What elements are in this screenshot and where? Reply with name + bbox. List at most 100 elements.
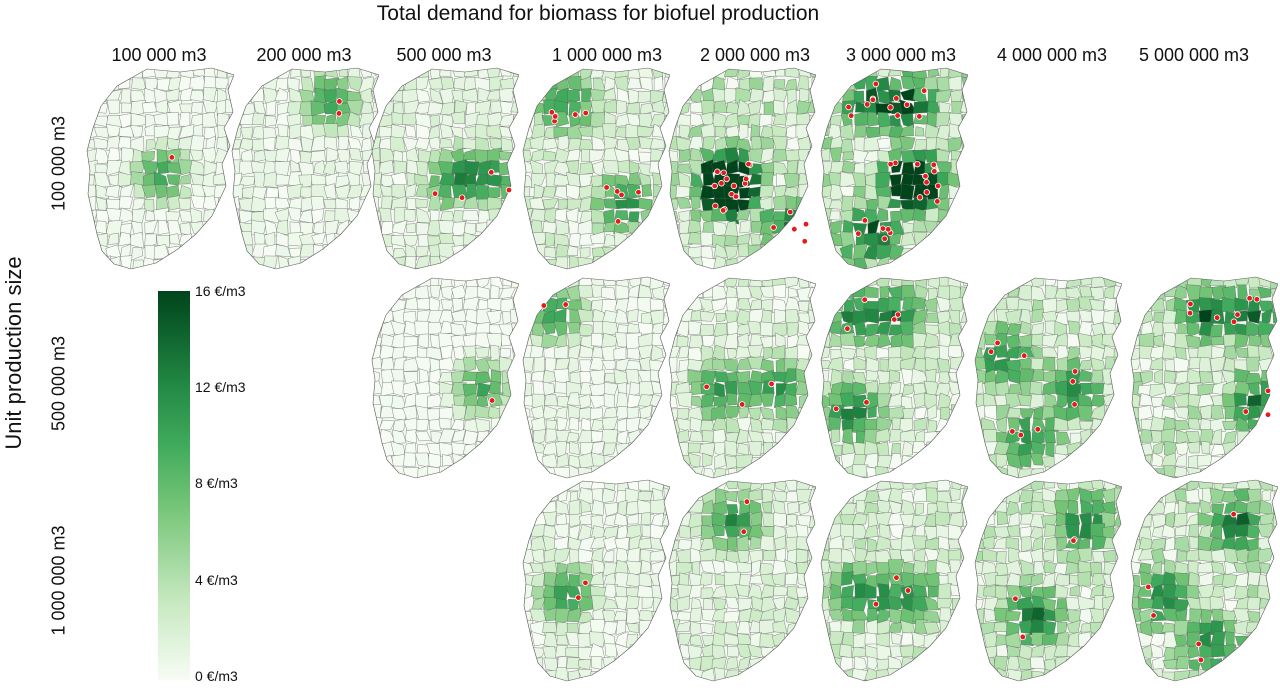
production-site-marker <box>848 112 855 119</box>
municipality-cell <box>701 681 713 683</box>
municipality-cell <box>463 256 479 269</box>
municipality-cell <box>475 452 491 469</box>
municipality-cell <box>514 356 519 371</box>
municipality-cell <box>349 161 363 176</box>
municipality-cell <box>960 429 968 446</box>
production-site-marker <box>540 302 548 309</box>
municipality-cell <box>923 622 941 635</box>
municipality-cell <box>864 286 879 298</box>
municipality-cell <box>1161 524 1176 539</box>
municipality-cell <box>274 148 291 162</box>
municipality-cell <box>625 243 643 261</box>
municipality-cell <box>669 657 681 672</box>
municipality-cell <box>392 418 406 433</box>
municipality-cell <box>558 489 568 502</box>
municipality-cell <box>948 75 962 91</box>
municipality-cell <box>589 68 604 80</box>
map-panel <box>520 66 670 271</box>
municipality-cell <box>786 88 797 105</box>
municipality-cell <box>1151 682 1164 683</box>
municipality-cell <box>393 160 407 175</box>
production-site-marker <box>730 182 738 190</box>
municipality-cell <box>513 380 519 396</box>
production-site-marker <box>1186 309 1194 317</box>
municipality-cell <box>1270 623 1278 636</box>
legend-tick-label: 16 €/m3 <box>195 283 246 299</box>
municipality-cell <box>1029 381 1043 396</box>
municipality-cell <box>380 255 393 269</box>
municipality-cell <box>577 111 594 127</box>
municipality-cell <box>439 137 453 149</box>
municipality-cell <box>676 68 692 76</box>
municipality-cell <box>201 257 219 269</box>
municipality-cell <box>714 680 729 681</box>
municipality-cell <box>975 356 987 371</box>
municipality-cell <box>1271 598 1278 612</box>
municipality-cell <box>840 408 855 421</box>
municipality-cell <box>796 256 808 269</box>
municipality-cell <box>502 453 516 469</box>
municipality-cell <box>205 231 215 245</box>
municipality-cell <box>995 585 1007 600</box>
municipality-cell <box>983 525 997 540</box>
municipality-cell <box>923 380 938 396</box>
production-site-marker <box>894 311 902 318</box>
municipality-cell <box>807 429 816 443</box>
municipality-cell <box>105 185 120 198</box>
municipality-cell <box>828 87 843 101</box>
municipality-cell <box>1211 667 1225 681</box>
municipality-cell <box>1175 656 1190 670</box>
municipality-cell <box>324 257 340 269</box>
municipality-cell <box>975 285 984 300</box>
municipality-cell <box>1091 500 1105 517</box>
production-site-marker <box>703 383 710 391</box>
municipality-cell <box>191 102 204 114</box>
municipality-cell <box>652 671 664 681</box>
municipality-cell <box>1261 308 1273 326</box>
region-border <box>820 479 968 682</box>
municipality-cell <box>1270 407 1278 421</box>
municipality-cell <box>799 441 813 456</box>
municipality-cell <box>416 246 430 258</box>
municipality-cell <box>747 356 764 370</box>
municipality-cell <box>689 417 702 434</box>
municipality-cell <box>553 100 569 116</box>
municipality-cell <box>462 356 476 372</box>
municipality-cell <box>676 679 690 681</box>
municipality-cell <box>821 346 831 360</box>
municipality-cell <box>299 259 316 269</box>
municipality-cell <box>687 286 704 299</box>
municipality-cell <box>130 99 147 116</box>
municipality-cell <box>568 599 580 612</box>
municipality-cell <box>641 681 652 683</box>
municipality-cell <box>523 480 535 489</box>
municipality-cell <box>641 256 652 269</box>
municipality-cell <box>403 452 417 468</box>
municipality-cell <box>867 405 877 419</box>
municipality-cell <box>669 136 681 151</box>
production-site-marker <box>712 202 719 210</box>
municipality-cell <box>961 419 968 432</box>
municipality-cell <box>1042 585 1056 599</box>
municipality-cell <box>888 76 902 91</box>
municipality-cell <box>875 535 892 551</box>
municipality-cell <box>133 183 145 199</box>
municipality-cell <box>1258 667 1273 681</box>
production-site-marker <box>1187 300 1194 308</box>
municipality-cell <box>1151 397 1165 408</box>
municipality-cell <box>1042 429 1056 444</box>
production-site-marker <box>562 301 569 308</box>
municipality-cell <box>899 259 913 269</box>
municipality-cell <box>405 124 417 138</box>
municipality-cell <box>1161 622 1175 633</box>
municipality-cell <box>1056 298 1068 314</box>
municipality-cell <box>1211 679 1227 681</box>
municipality-cell <box>638 197 653 211</box>
municipality-cell <box>490 369 502 385</box>
municipality-cell <box>1131 347 1141 361</box>
municipality-cell <box>403 356 420 372</box>
municipality-cell <box>1042 357 1056 371</box>
municipality-cell <box>640 511 652 526</box>
municipality-cell <box>1080 645 1094 660</box>
municipality-cell <box>713 500 727 516</box>
